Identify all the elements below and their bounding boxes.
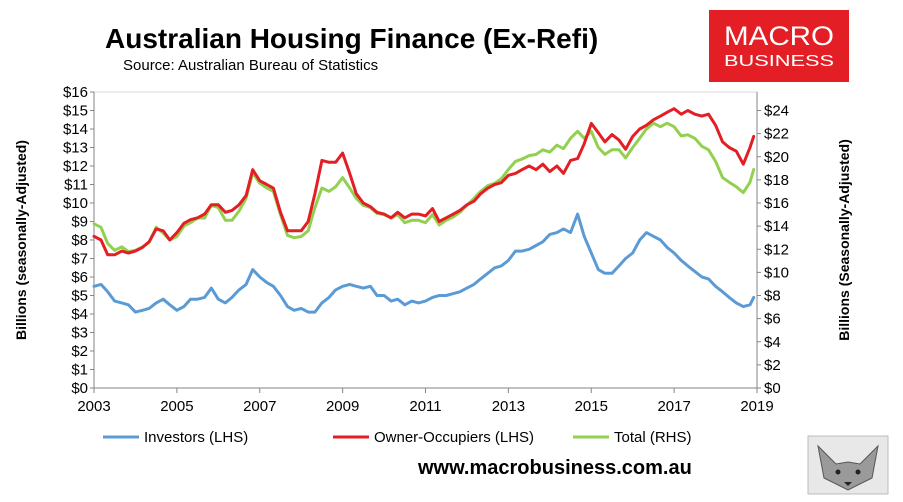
right-axis-ticks: $0 $2 $4 $6 $8 $10 $12 $14 $16 $18 $20 $22 $24 xyxy=(757,103,789,397)
x-tick-label: 2015 xyxy=(575,398,608,415)
macro-business-logo: MACRO BUSINESS xyxy=(709,10,849,82)
series-line-total-rhs xyxy=(92,121,756,254)
legend-label: Total (RHS) xyxy=(614,429,692,446)
series-line-owner-occupiers-lhs xyxy=(92,107,756,257)
right-tick-label: $14 xyxy=(764,218,789,235)
x-tick-label: 2009 xyxy=(326,398,359,415)
left-tick-label: $10 xyxy=(63,195,88,212)
left-tick-label: $3 xyxy=(71,325,88,342)
right-axis-title: Billions (Seasonally-Adjusted) xyxy=(836,139,852,340)
left-axis-ticks: $0$1 $2$3 $4$5 $6$7 $8$9 $10$11 $12$13 $14$15 $1… xyxy=(63,84,94,397)
left-tick-label: $8 xyxy=(71,232,88,249)
left-tick-label: $16 xyxy=(63,84,88,101)
left-tick-label: $6 xyxy=(71,269,88,286)
left-tick-label: $7 xyxy=(71,251,88,268)
logo-background xyxy=(709,10,849,82)
right-tick-label: $18 xyxy=(764,172,789,189)
right-tick-label: $12 xyxy=(764,241,789,258)
left-tick-label: $9 xyxy=(71,214,88,231)
right-tick-label: $2 xyxy=(764,357,781,374)
right-tick-label: $6 xyxy=(764,311,781,328)
right-tick-label: $16 xyxy=(764,195,789,212)
x-tick-label: 2013 xyxy=(492,398,525,415)
x-tick-label: 2019 xyxy=(740,398,773,415)
left-tick-label: $15 xyxy=(63,103,88,120)
x-tick-label: 2003 xyxy=(77,398,110,415)
right-tick-label: $8 xyxy=(764,288,781,305)
x-axis-ticks: 2003 2005 2007 2009 2011 2013 2015 2017 2019 xyxy=(77,388,774,415)
chart-source: Source: Australian Bureau of Statistics xyxy=(123,57,378,74)
x-tick-label: 2017 xyxy=(657,398,690,415)
right-tick-label: $22 xyxy=(764,126,789,143)
right-tick-label: $20 xyxy=(764,149,789,166)
logo-line2: BUSINESS xyxy=(724,53,834,70)
right-tick-label: $24 xyxy=(764,103,789,120)
left-tick-label: $12 xyxy=(63,158,88,175)
plot-area xyxy=(93,91,758,389)
left-tick-label: $2 xyxy=(71,343,88,360)
left-axis-title: Billions (seasonally-Adjusted) xyxy=(13,140,29,340)
left-tick-label: $14 xyxy=(63,121,88,138)
chart-title: Australian Housing Finance (Ex-Refi) xyxy=(105,23,598,54)
logo-line1: MACRO xyxy=(724,21,834,51)
website-url: www.macrobusiness.com.au xyxy=(417,457,692,479)
legend-label: Investors (LHS) xyxy=(144,429,248,446)
left-tick-label: $0 xyxy=(71,380,88,397)
x-tick-label: 2011 xyxy=(409,398,441,415)
right-tick-label: $10 xyxy=(764,264,789,281)
left-tick-label: $13 xyxy=(63,140,88,157)
series-line-investors-lhs xyxy=(92,212,756,314)
legend: Investors (LHS) Owner-Occupiers (LHS) Tota… xyxy=(103,429,692,446)
x-tick-label: 2005 xyxy=(160,398,193,415)
left-tick-label: $11 xyxy=(64,177,88,194)
legend-label: Owner-Occupiers (LHS) xyxy=(374,429,534,446)
right-tick-label: $4 xyxy=(764,334,781,351)
left-tick-label: $4 xyxy=(71,306,88,323)
left-tick-label: $5 xyxy=(71,288,88,305)
series-lines xyxy=(92,107,756,314)
x-tick-label: 2007 xyxy=(243,398,276,415)
fox-mascot-image xyxy=(807,435,889,495)
left-tick-label: $1 xyxy=(71,362,88,379)
right-tick-label: $0 xyxy=(764,380,781,397)
